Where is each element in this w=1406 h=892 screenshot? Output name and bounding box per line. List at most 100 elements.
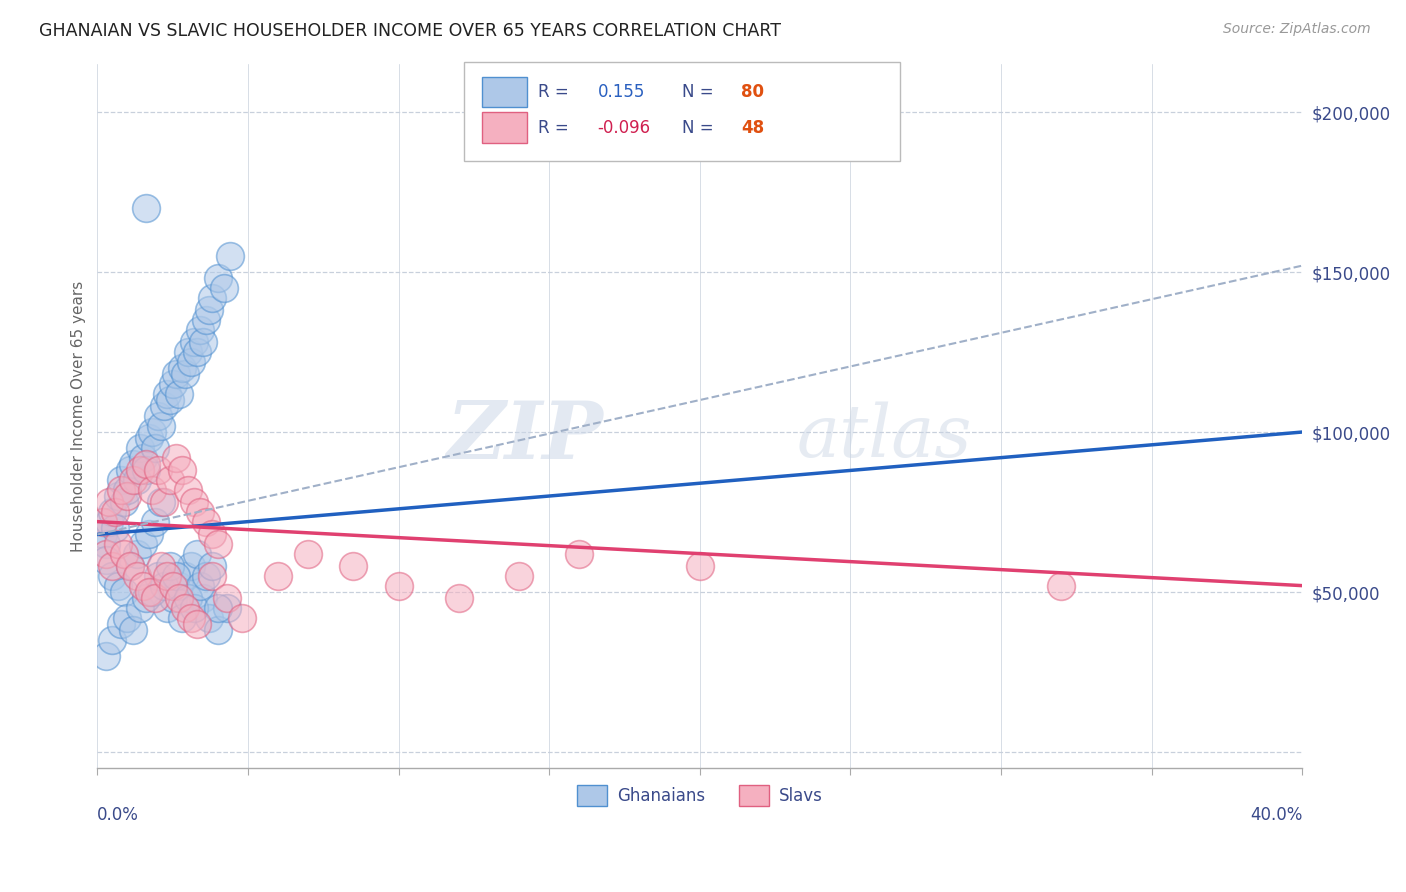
Point <box>212 281 235 295</box>
Point <box>152 579 174 593</box>
Point <box>98 515 121 529</box>
Point <box>101 633 124 648</box>
Point <box>201 569 224 583</box>
Text: R =: R = <box>538 83 569 101</box>
Point <box>231 610 253 624</box>
Point <box>207 601 229 615</box>
Point <box>156 601 179 615</box>
Point <box>162 377 184 392</box>
Point <box>101 505 124 519</box>
Point <box>125 473 148 487</box>
Point <box>149 418 172 433</box>
Point <box>183 601 205 615</box>
Point <box>173 569 195 583</box>
Point <box>110 617 132 632</box>
Point <box>107 489 129 503</box>
Point <box>170 361 193 376</box>
Point <box>117 483 139 497</box>
Point <box>508 569 530 583</box>
Point <box>198 610 221 624</box>
Point <box>188 323 211 337</box>
Point <box>167 579 190 593</box>
Point <box>110 483 132 497</box>
Point <box>167 591 190 606</box>
Point <box>138 527 160 541</box>
Point <box>159 473 181 487</box>
Point <box>201 559 224 574</box>
Point <box>117 610 139 624</box>
Point <box>107 537 129 551</box>
Text: N =: N = <box>682 119 713 136</box>
Point <box>125 569 148 583</box>
Point <box>297 547 319 561</box>
Point <box>149 495 172 509</box>
Point <box>131 537 153 551</box>
Point <box>135 591 157 606</box>
Text: Source: ZipAtlas.com: Source: ZipAtlas.com <box>1223 22 1371 37</box>
Point <box>183 495 205 509</box>
Point <box>173 368 195 382</box>
Point <box>180 610 202 624</box>
Point <box>149 559 172 574</box>
Point <box>191 335 214 350</box>
Point <box>207 624 229 638</box>
Text: 80: 80 <box>741 83 763 101</box>
Point <box>170 463 193 477</box>
Point <box>194 313 217 327</box>
Point <box>201 527 224 541</box>
Point <box>93 515 115 529</box>
Point <box>135 201 157 215</box>
Point <box>186 617 208 632</box>
Point <box>96 648 118 663</box>
Text: 0.0%: 0.0% <box>97 806 139 824</box>
Text: 48: 48 <box>741 119 763 136</box>
Point <box>128 463 150 477</box>
Point <box>141 483 163 497</box>
Point <box>125 547 148 561</box>
Legend: Ghanaians, Slavs: Ghanaians, Slavs <box>571 779 830 813</box>
Point <box>162 591 184 606</box>
Point <box>104 505 127 519</box>
Point <box>177 345 200 359</box>
Point <box>128 441 150 455</box>
Point <box>120 463 142 477</box>
Point <box>143 515 166 529</box>
Point <box>165 569 187 583</box>
Point <box>93 527 115 541</box>
Point <box>101 569 124 583</box>
Point <box>177 591 200 606</box>
Text: -0.096: -0.096 <box>598 119 651 136</box>
Point <box>114 495 136 509</box>
Text: 40.0%: 40.0% <box>1250 806 1302 824</box>
Text: atlas: atlas <box>796 402 972 473</box>
Point <box>141 425 163 439</box>
Point <box>131 450 153 465</box>
Point <box>186 345 208 359</box>
Point <box>387 579 409 593</box>
Point <box>198 303 221 318</box>
Point <box>180 559 202 574</box>
Text: GHANAIAN VS SLAVIC HOUSEHOLDER INCOME OVER 65 YEARS CORRELATION CHART: GHANAIAN VS SLAVIC HOUSEHOLDER INCOME OV… <box>39 22 782 40</box>
Point <box>207 271 229 285</box>
Point <box>96 553 118 567</box>
Point <box>267 569 290 583</box>
Point <box>447 591 470 606</box>
Point <box>120 559 142 574</box>
Point <box>98 495 121 509</box>
Point <box>156 569 179 583</box>
Point <box>165 368 187 382</box>
Point <box>143 441 166 455</box>
Point <box>146 409 169 423</box>
Point <box>122 624 145 638</box>
Point <box>180 354 202 368</box>
Point <box>194 515 217 529</box>
Point <box>162 579 184 593</box>
Point <box>218 249 240 263</box>
Point <box>96 547 118 561</box>
Point <box>177 483 200 497</box>
Y-axis label: Householder Income Over 65 years: Householder Income Over 65 years <box>72 280 86 551</box>
Text: ZIP: ZIP <box>447 399 603 476</box>
Point <box>183 335 205 350</box>
Point <box>215 601 238 615</box>
Point <box>104 521 127 535</box>
